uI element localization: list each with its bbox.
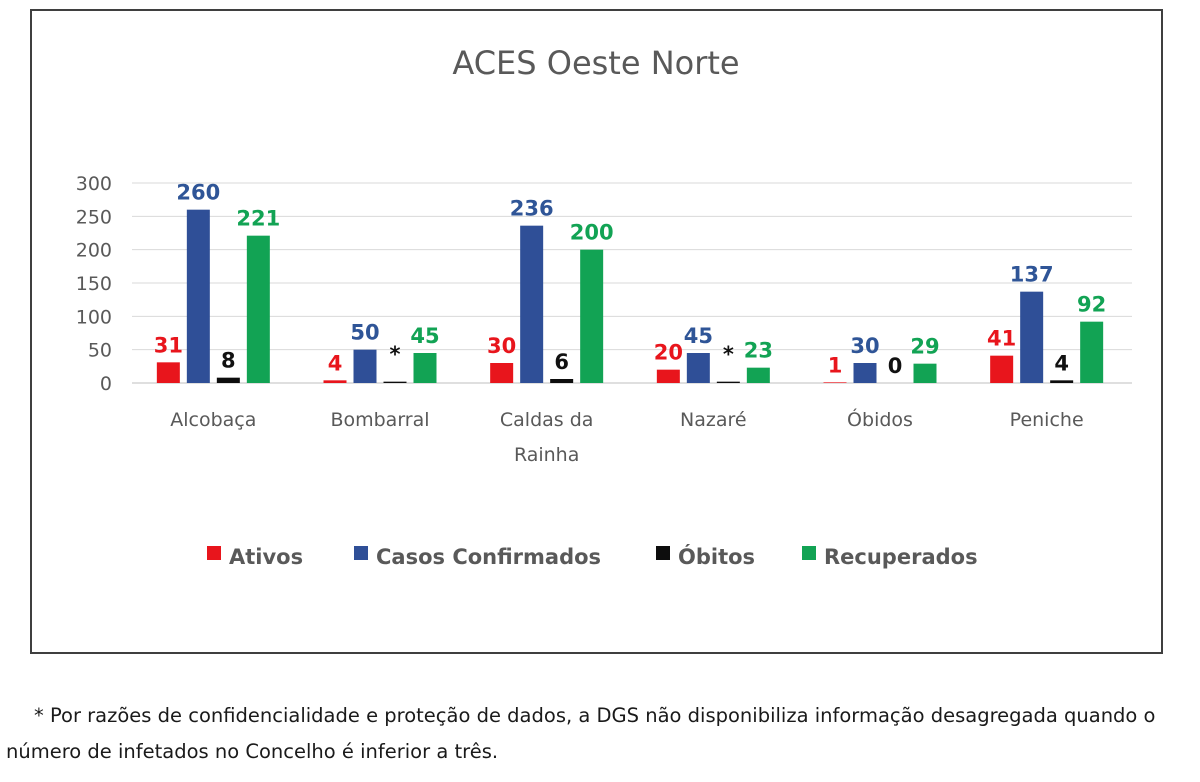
data-label: 30	[850, 334, 879, 358]
data-label: *	[390, 343, 401, 367]
y-tick-label: 250	[76, 206, 112, 228]
bar	[383, 381, 407, 383]
y-tick-label: 200	[76, 240, 112, 262]
bar	[156, 362, 180, 383]
footnote: * Por razões de confidencialidade e prot…	[6, 704, 1156, 763]
bar	[246, 235, 270, 383]
data-label: 4	[328, 351, 343, 375]
data-label: 31	[154, 333, 183, 357]
data-label: 1	[828, 353, 843, 377]
bar	[413, 353, 437, 383]
x-tick-label: Caldas da	[500, 409, 594, 431]
bar	[686, 353, 710, 383]
legend-swatch	[802, 546, 816, 560]
bar	[353, 349, 377, 383]
bar	[913, 363, 937, 383]
bar	[656, 369, 680, 383]
y-tick-label: 150	[76, 273, 112, 295]
bar	[186, 209, 210, 383]
x-tick-label: Rainha	[514, 444, 579, 466]
x-tick-label: Alcobaça	[170, 409, 256, 431]
legend-label: Óbitos	[678, 544, 755, 569]
data-label: 41	[987, 327, 1016, 351]
bar	[520, 225, 544, 383]
legend-label: Casos Confirmados	[376, 545, 601, 569]
chart-title: ACES Oeste Norte	[452, 44, 739, 82]
data-label: 30	[487, 334, 516, 358]
data-label: 0	[888, 354, 903, 378]
legend-swatch	[656, 546, 670, 560]
bar	[580, 249, 604, 383]
y-tick-label: 0	[100, 373, 112, 395]
y-tick-label: 300	[76, 173, 112, 195]
chart-frame: ACES Oeste Norte 31 260 8 221 4 50 * 45 30 236 6 20…	[30, 9, 1163, 654]
data-label: 92	[1077, 293, 1106, 317]
data-label: 200	[570, 221, 614, 245]
bar	[1080, 321, 1104, 383]
data-label: *	[723, 343, 734, 367]
x-tick-label: Peniche	[1010, 409, 1084, 431]
y-tick-label: 100	[76, 306, 112, 328]
bar	[550, 379, 574, 383]
y-tick-label: 50	[88, 340, 112, 362]
x-tick-label: Óbidos	[847, 407, 913, 431]
x-tick-label: Nazaré	[680, 409, 747, 431]
bar	[746, 367, 770, 383]
bar	[823, 382, 847, 383]
bar	[1050, 380, 1074, 383]
legend-label: Ativos	[229, 545, 303, 569]
bar	[853, 363, 877, 383]
data-label: 137	[1010, 263, 1054, 287]
bar	[490, 363, 514, 383]
data-label: 20	[654, 341, 683, 365]
data-label: 8	[221, 349, 236, 373]
bar	[716, 381, 740, 383]
bar	[323, 380, 347, 383]
data-label: 45	[684, 324, 713, 348]
bar	[216, 377, 240, 383]
data-label: 29	[910, 335, 939, 359]
data-label: 4	[1054, 351, 1069, 375]
data-label: 221	[236, 207, 280, 231]
legend-swatch	[354, 546, 368, 560]
data-label: 260	[176, 181, 220, 205]
legend-swatch	[207, 546, 221, 560]
legend-label: Recuperados	[824, 545, 978, 569]
bar	[990, 355, 1014, 383]
data-label: 45	[410, 324, 439, 348]
bar	[1020, 291, 1044, 383]
data-label: 236	[510, 197, 554, 221]
data-label: 23	[744, 339, 773, 363]
x-tick-label: Bombarral	[330, 409, 429, 431]
data-label: 50	[350, 321, 379, 345]
data-label: 6	[554, 350, 569, 374]
